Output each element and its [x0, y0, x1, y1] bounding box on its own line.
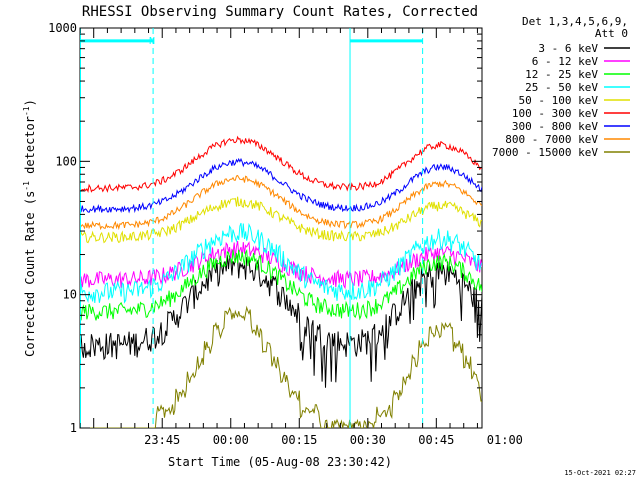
- x-tick-label: 01:00: [487, 433, 523, 447]
- legend-label: 6 - 12 keV: [532, 55, 599, 68]
- legend-header-line2: Att 0: [595, 27, 628, 40]
- legend-label: 25 - 50 keV: [525, 81, 598, 94]
- y-tick-label: 10: [63, 288, 77, 302]
- series-line: [80, 174, 482, 231]
- x-tick-label: 00:30: [350, 433, 386, 447]
- legend-label: 100 - 300 keV: [512, 107, 598, 120]
- x-tick-label: 00:00: [213, 433, 249, 447]
- series-line: [80, 241, 482, 290]
- chart-title: RHESSI Observing Summary Count Rates, Co…: [82, 4, 478, 20]
- legend-header-line1: Det 1,3,4,5,6,9,: [522, 15, 628, 28]
- y-axis-label: Corrected Count Rate (s-1 detector-1): [22, 99, 37, 357]
- x-axis: 23:45 00:00 00:15 00:30 00:45 01:00: [79, 28, 523, 447]
- series-layer: [80, 135, 482, 428]
- annotation-label: N: [149, 36, 155, 47]
- event-markers: [80, 28, 424, 428]
- plot-area: N: [79, 27, 483, 429]
- legend-label: 50 - 100 keV: [519, 94, 599, 107]
- legend-label: 3 - 6 keV: [538, 42, 598, 55]
- y-tick-label: 1000: [48, 21, 77, 35]
- series-line: [80, 305, 482, 428]
- legend-label: 12 - 25 keV: [525, 68, 598, 81]
- timestamp: 15-Oct-2021 02:27: [564, 469, 636, 477]
- x-tick-label: 00:15: [281, 433, 317, 447]
- series-line: [80, 248, 482, 321]
- legend-label: 800 - 7000 keV: [505, 133, 598, 146]
- legend-label: 7000 - 15000 keV: [492, 146, 598, 159]
- y-tick-label: 1: [70, 421, 77, 435]
- y-tick-label: 100: [55, 154, 77, 168]
- x-tick-label: 23:45: [144, 433, 180, 447]
- series-line: [80, 252, 482, 388]
- plot-frame: [79, 27, 483, 429]
- series-line: [80, 135, 482, 193]
- series-line: [80, 157, 482, 214]
- x-axis-label: Start Time (05-Aug-08 23:30:42): [168, 455, 392, 469]
- x-tick-label: 00:45: [418, 433, 454, 447]
- legend-label: 300 - 800 keV: [512, 120, 598, 133]
- y-axis: 1 10 100 1000: [48, 21, 482, 435]
- series-line: [80, 196, 482, 244]
- series-line: [80, 222, 482, 304]
